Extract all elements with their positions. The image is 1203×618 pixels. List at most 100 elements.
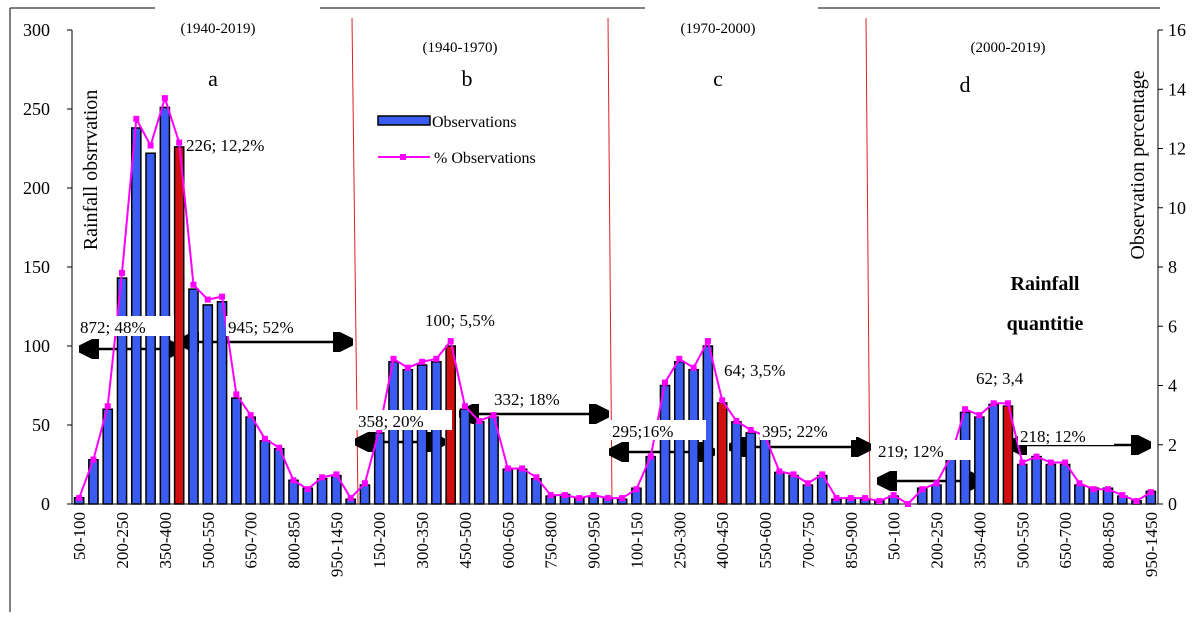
y2-tick-label: 10 <box>1168 198 1186 218</box>
x-tick-label: 650-700 <box>242 512 261 569</box>
annotation-box <box>226 316 322 336</box>
x-tick-label: 700-750 <box>799 512 818 569</box>
bar <box>231 397 242 505</box>
annotation: 945; 52% <box>228 318 294 337</box>
y-tick-label: 200 <box>23 178 50 198</box>
line-marker <box>233 391 240 398</box>
line-marker <box>990 400 997 407</box>
x-tick-label: 600-650 <box>499 512 518 569</box>
line-marker <box>1019 459 1026 466</box>
line-marker <box>1033 453 1040 460</box>
y-tick-label: 250 <box>23 99 50 119</box>
y-tick-label: 150 <box>23 257 50 277</box>
line-marker <box>862 495 869 502</box>
line-marker <box>1090 486 1097 493</box>
line-marker <box>819 471 826 478</box>
annotation: 219; 12% <box>878 442 944 461</box>
bar <box>988 403 999 505</box>
x-tick-label: 150-200 <box>370 512 389 569</box>
line-marker <box>76 495 83 502</box>
line-marker <box>190 281 197 288</box>
line-marker <box>1004 400 1011 407</box>
line-marker <box>276 444 283 451</box>
y2-tick-label: 6 <box>1168 316 1177 336</box>
bar <box>802 484 814 505</box>
line-marker <box>804 480 811 487</box>
y2-tick-label: 16 <box>1168 20 1186 40</box>
panel-letter: b <box>462 66 473 91</box>
bar <box>774 471 785 505</box>
line-marker <box>219 293 226 300</box>
line-marker <box>876 498 883 505</box>
line-marker <box>962 406 969 413</box>
line-marker <box>261 435 268 442</box>
line-marker <box>619 495 626 502</box>
y-tick-label: 300 <box>23 20 50 40</box>
annotation-box <box>760 420 856 440</box>
line-marker <box>490 412 497 419</box>
line-marker <box>690 364 697 371</box>
line-marker <box>976 412 983 419</box>
legend: Observations % Observations <box>377 114 536 167</box>
annotation-box <box>876 440 972 460</box>
line-marker <box>247 412 254 419</box>
annotation-box <box>1018 425 1114 445</box>
bar <box>1074 484 1085 505</box>
annotation-box <box>356 410 452 430</box>
bar <box>159 106 171 505</box>
line-marker <box>547 492 554 499</box>
y2-tick-label: 8 <box>1168 257 1177 277</box>
x-tick-label: 200-250 <box>928 512 947 569</box>
line-marker <box>890 492 897 499</box>
y-tick-label: 100 <box>23 336 50 356</box>
line-marker <box>733 418 740 425</box>
line-marker <box>747 426 754 433</box>
annotation: 295;16% <box>612 422 673 441</box>
line-marker <box>390 355 397 362</box>
line-marker <box>519 465 526 472</box>
line-marker <box>1076 480 1083 487</box>
bar <box>745 432 757 505</box>
line-marker <box>147 142 154 149</box>
line-marker <box>347 495 354 502</box>
x-tick-label: 950-1450 <box>1142 512 1161 577</box>
line-marker <box>647 453 654 460</box>
line-marker <box>1133 498 1140 505</box>
x-tick-label: 500-550 <box>1013 512 1032 569</box>
line-marker <box>204 296 211 303</box>
line-marker <box>333 471 340 478</box>
x-tick-label: 450-500 <box>456 512 475 569</box>
line-marker <box>133 115 140 122</box>
y2-axis-label: Observation percentage <box>1127 70 1149 259</box>
line-marker <box>447 338 454 345</box>
x-tick-label: 950-1450 <box>327 512 346 577</box>
line-marker <box>90 456 97 463</box>
line-marker <box>833 495 840 502</box>
line-marker <box>933 480 940 487</box>
bar <box>1016 463 1028 505</box>
line-marker <box>461 403 468 410</box>
bar <box>759 436 771 505</box>
line-marker <box>404 364 411 371</box>
annotation: 64; 3,5% <box>724 361 785 380</box>
bar <box>202 304 214 505</box>
line-marker <box>590 492 597 499</box>
annotation: 395; 22% <box>762 422 828 441</box>
panel-divider <box>865 17 871 505</box>
x-tick-label: 100-150 <box>627 512 646 569</box>
x-tick-label: 400-450 <box>713 512 732 569</box>
panel-period: (2000-2019) <box>971 40 1046 56</box>
line <box>78 94 1152 506</box>
line-marker <box>776 468 783 475</box>
line-marker <box>1147 489 1154 496</box>
bar <box>431 361 442 505</box>
x-axis-label: Rainfall <box>1011 273 1080 295</box>
panel-period: (1940-2019) <box>181 21 256 37</box>
bar <box>259 440 271 505</box>
line-marker <box>361 480 368 487</box>
x-tick-label: 900-950 <box>585 512 604 569</box>
annotations: 226; 12,2% 100; 5,5% 64; 3,5% 62; 3,4 872; 4… <box>78 136 1114 461</box>
line-marker <box>704 338 711 345</box>
